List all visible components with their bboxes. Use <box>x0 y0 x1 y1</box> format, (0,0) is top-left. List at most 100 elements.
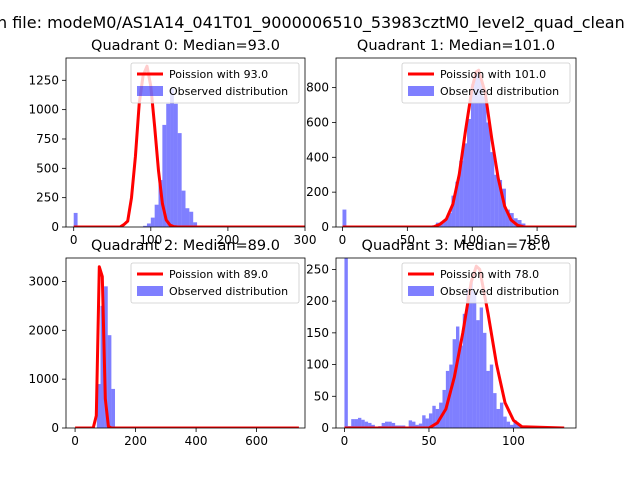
panel-title: Quadrant 1: Median=101.0 <box>357 38 555 54</box>
x-tick-label: 400 <box>185 434 208 448</box>
histogram-bar <box>499 402 504 428</box>
histogram-bar <box>100 305 105 428</box>
x-tick-label: 0 <box>341 434 349 448</box>
histogram-bar <box>503 416 507 428</box>
histogram-bar <box>496 408 500 428</box>
histogram-bar <box>368 422 372 428</box>
legend-entry-poisson: Poission with 89.0 <box>169 268 268 281</box>
histogram-bar <box>506 421 511 428</box>
y-tick-label: 400 <box>306 150 329 164</box>
histogram-bar <box>455 181 460 227</box>
y-tick-label: 200 <box>306 294 329 308</box>
histogram-bar <box>505 209 510 227</box>
y-tick-label: 100 <box>306 358 329 372</box>
legend-entry-poisson: Poission with 101.0 <box>440 68 546 81</box>
panel-quadrant-2: 0 200 400 600 0 1000 2000 3000 Quadrant 2: Media… <box>28 238 306 448</box>
histogram-bar <box>470 84 475 227</box>
x-tick-label: 200 <box>216 233 239 247</box>
legend-patch-swatch <box>137 86 163 96</box>
axes-frame <box>335 257 577 429</box>
y-tick-label: 500 <box>36 161 59 175</box>
panel-title: Quadrant 0: Median=93.0 <box>91 38 280 54</box>
histogram-bar <box>170 88 174 227</box>
histogram-bar <box>463 143 468 227</box>
histogram-bar <box>412 421 416 428</box>
x-tick-label: 100 <box>139 233 162 247</box>
x-tick-label: 50 <box>400 233 415 247</box>
panel-quadrant-0: 0 100 200 300 0 250 500 750 1000 1250 Quadrant 0: … <box>28 38 316 247</box>
x-tick-label: 50 <box>421 434 436 448</box>
histogram-bar <box>489 364 494 428</box>
histogram-bar <box>462 313 467 428</box>
x-tick-label: 150 <box>526 233 549 247</box>
y-tick-label: 3000 <box>28 274 59 288</box>
y-tick-label: 1250 <box>28 73 59 87</box>
x-tick-label: 0 <box>339 233 347 247</box>
histogram-bar <box>486 370 490 428</box>
histogram-bar <box>357 417 362 428</box>
histogram-bar <box>476 320 480 428</box>
histogram-bar <box>510 424 514 428</box>
histogram-bar <box>354 419 358 428</box>
histogram-bar <box>107 335 112 428</box>
histogram-bar <box>456 326 460 428</box>
legend-patch-swatch <box>137 286 163 296</box>
y-tick-label: 0 <box>321 421 329 435</box>
histogram-bar <box>143 225 147 227</box>
legend-patch-swatch <box>408 286 434 296</box>
legend-entry-observed: Observed distribution <box>440 285 559 298</box>
histogram-bar <box>466 288 470 428</box>
histogram-bar <box>351 419 355 428</box>
y-tick-label: 250 <box>36 191 59 205</box>
y-tick-label: 1000 <box>28 372 59 386</box>
histogram-bar <box>364 421 369 428</box>
histogram-bar <box>449 364 453 428</box>
panel-title: Quadrant 2: Median=89.0 <box>91 238 280 254</box>
histogram-bar <box>521 223 526 227</box>
histogram-bar <box>111 388 116 428</box>
y-tick-label: 600 <box>306 115 329 129</box>
histogram-bar <box>146 223 151 227</box>
x-tick-label: 0 <box>70 233 78 247</box>
legend: Poission with 101.0 Observed distribution <box>401 62 571 104</box>
panel-title: Quadrant 3: Median=78.0 <box>362 238 551 254</box>
legend-box <box>130 262 300 304</box>
histogram-bar <box>469 282 473 428</box>
histogram-bar <box>177 133 182 227</box>
histogram-bar <box>189 211 194 227</box>
axes-frame <box>65 257 306 429</box>
poisson-curve-line <box>75 265 299 428</box>
histogram-bar <box>154 204 159 227</box>
histogram-bar <box>73 212 78 227</box>
legend-entry-observed: Observed distribution <box>440 85 559 98</box>
y-tick-label: 2000 <box>28 323 59 337</box>
histogram-bar <box>447 213 452 227</box>
histogram-bar <box>478 77 483 227</box>
histogram-bar <box>486 122 491 227</box>
histogram-bar <box>181 190 186 227</box>
histogram-bar <box>150 217 155 227</box>
x-tick-label: 100 <box>461 233 484 247</box>
histogram-bar <box>385 421 389 428</box>
histogram-bar <box>408 420 413 428</box>
histogram-bar <box>388 421 392 428</box>
histogram-bar <box>459 345 463 428</box>
histogram-bar <box>467 118 471 227</box>
panel-quadrant-3: 0 50 100 0 50 100 150 200 250 Quadrant 3: Median=… <box>306 238 577 448</box>
legend-box <box>130 62 300 104</box>
x-tick-label: 600 <box>245 434 268 448</box>
legend-entry-poisson: Poission with 78.0 <box>440 268 539 281</box>
y-tick-label: 200 <box>306 185 329 199</box>
histogram-bar <box>185 208 190 227</box>
histogram-bar <box>415 424 419 428</box>
legend-box <box>401 262 571 304</box>
histogram-bar <box>490 152 495 227</box>
histogram-bar <box>166 103 171 227</box>
y-tick-label: 0 <box>51 220 59 234</box>
histogram-bar <box>342 209 347 227</box>
histogram-bar <box>498 179 503 227</box>
y-tick-label: 0 <box>321 220 329 234</box>
histogram-bar <box>371 424 375 428</box>
